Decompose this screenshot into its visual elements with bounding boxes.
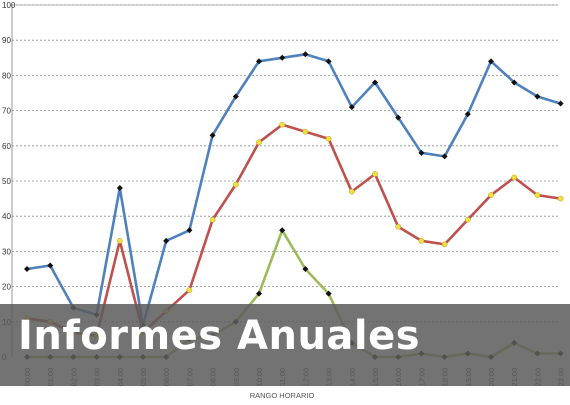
series-2-line [26,123,561,338]
data-point [418,149,425,156]
data-point [441,153,448,160]
data-point [116,237,123,244]
y-tick-label: 20 [2,283,11,292]
data-point [534,93,541,100]
data-point [116,185,123,192]
data-point [488,192,494,198]
data-point [24,266,30,272]
data-point [348,104,355,111]
data-point [209,216,216,223]
y-tick-label: 40 [2,212,11,221]
data-point [488,58,494,65]
data-point [557,100,564,107]
data-point [534,192,541,198]
data-point [279,121,286,128]
y-tick-label: 80 [2,71,11,80]
data-point [325,135,332,142]
data-point [279,54,286,61]
y-tick-label: 50 [2,177,11,186]
y-tick-label: 70 [2,107,11,116]
data-point [232,93,239,100]
data-point [325,58,332,65]
data-point [395,114,402,121]
data-point [464,216,471,223]
y-tick-label: 60 [2,142,11,151]
data-point [372,79,378,86]
data-point [186,287,193,293]
y-tick-label: 30 [2,247,11,256]
data-point [418,237,425,244]
data-point [163,237,170,244]
banner-title: Informes Anuales [18,313,421,359]
y-tick-label: 100 [2,1,16,10]
data-point [511,79,518,86]
data-point [372,171,378,177]
title-banner [0,304,570,386]
data-point [232,181,239,188]
data-point [302,128,309,135]
data-point [279,227,286,234]
x-axis-title: RANGO HORARIO [250,391,315,400]
data-point [209,132,216,139]
data-point [47,262,54,269]
data-point [186,227,193,234]
data-point [256,139,262,146]
data-point [256,58,262,65]
data-point [441,241,448,248]
data-point [557,195,564,202]
data-point [464,111,471,118]
data-point [348,188,355,195]
data-point [325,290,332,297]
data-point [302,51,309,58]
data-point [511,174,518,181]
y-tick-label: 90 [2,36,11,45]
data-point [395,223,402,230]
series-1-line [26,52,561,327]
data-point [256,290,262,297]
data-point [302,266,309,272]
